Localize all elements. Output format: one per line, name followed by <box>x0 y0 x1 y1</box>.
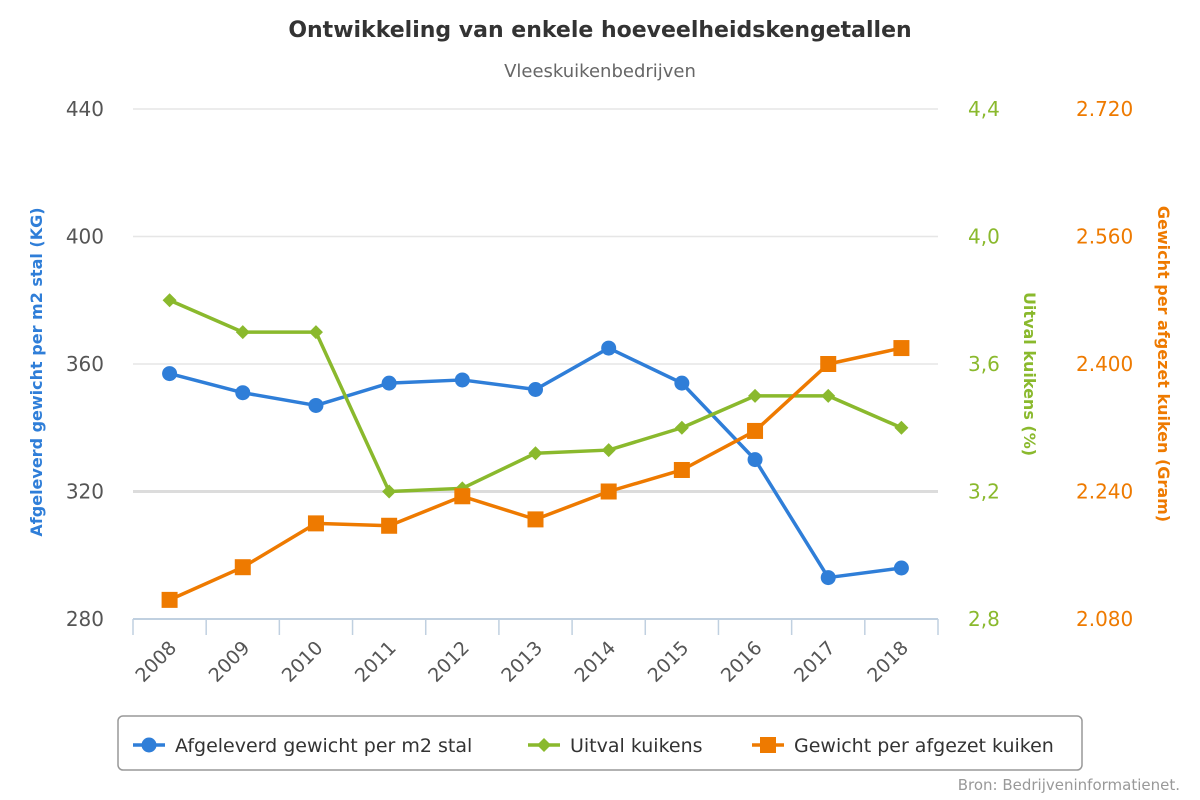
legend-label: Afgeleverd gewicht per m2 stal <box>175 735 472 757</box>
legend-swatch-marker <box>760 737 776 753</box>
series-uitval-kuikens <box>162 293 909 499</box>
legend-swatch-marker <box>141 737 157 753</box>
uitval-axis-tick: 4,0 <box>968 225 1000 249</box>
uitval-axis-title: Uitval kuikens (%) <box>1020 292 1039 456</box>
left-axis-tick: 440 <box>66 97 104 121</box>
x-axis-tick-label: 2016 <box>717 637 767 687</box>
data-point-uitval-kuikens <box>235 325 250 340</box>
data-point-gewicht-per-kuiken <box>454 488 471 505</box>
x-axis-tick-label: 2009 <box>205 637 255 687</box>
gewicht-kuiken-axis-tick: 2.560 <box>1076 225 1133 249</box>
data-point-gewicht-per-kuiken <box>673 461 690 478</box>
x-axis-tick-label: 2015 <box>644 637 694 687</box>
legend-label: Uitval kuikens <box>570 735 703 757</box>
credit-text: Bron: Bedrijveninformatienet. <box>958 776 1180 794</box>
legend-item-uitval-kuikens[interactable]: Uitval kuikens <box>528 735 703 757</box>
data-point-uitval-kuikens <box>821 388 836 403</box>
x-axis-tick-label: 2008 <box>131 637 181 687</box>
data-point-gewicht-per-kuiken <box>747 422 764 439</box>
series-gewicht-per-kuiken <box>161 340 910 608</box>
data-point-gewicht-per-kuiken <box>893 340 910 357</box>
left-axis-tick: 360 <box>66 352 104 376</box>
gewicht-kuiken-axis-title: Gewicht per afgezet kuiken (Gram) <box>1154 206 1173 522</box>
data-point-gewicht-per-kuiken <box>527 511 544 528</box>
data-point-afgeleverd-gewicht <box>893 560 909 576</box>
data-point-uitval-kuikens <box>528 446 543 461</box>
data-point-afgeleverd-gewicht <box>528 382 543 397</box>
left-axis-title: Afgeleverd gewicht per m2 stal (KG) <box>27 207 46 536</box>
data-point-uitval-kuikens <box>308 325 323 340</box>
data-point-afgeleverd-gewicht <box>308 397 324 413</box>
gewicht-kuiken-axis-tick: 2.720 <box>1076 97 1133 121</box>
data-point-gewicht-per-kuiken <box>820 356 837 372</box>
gewicht-kuiken-axis-tick: 2.400 <box>1076 352 1133 376</box>
series-plot-area <box>161 293 910 608</box>
data-point-uitval-kuikens <box>748 388 763 403</box>
x-axis-tick-label: 2011 <box>351 637 401 687</box>
uitval-axis-tick: 2,8 <box>968 607 1000 631</box>
legend-item-gewicht-per-kuiken[interactable]: Gewicht per afgezet kuiken <box>752 735 1054 757</box>
data-point-afgeleverd-gewicht <box>601 340 617 356</box>
data-point-gewicht-per-kuiken <box>600 483 617 500</box>
gewicht-kuiken-axis-tick: 2.240 <box>1076 480 1133 504</box>
axes: 280 320 360 400 440 2,8 3,2 3,6 4,0 4,4 2.080 2.240… <box>66 97 1133 687</box>
data-point-afgeleverd-gewicht <box>381 375 397 391</box>
uitval-axis-tick: 3,6 <box>968 352 1000 376</box>
data-point-gewicht-per-kuiken <box>307 515 324 532</box>
data-point-uitval-kuikens <box>382 484 397 499</box>
x-axis-tick-label: 2010 <box>278 637 328 687</box>
legend: Afgeleverd gewicht per m2 stal Uitval kui… <box>117 715 1083 771</box>
data-point-uitval-kuikens <box>601 443 616 458</box>
data-point-afgeleverd-gewicht <box>454 372 470 388</box>
gridlines <box>133 108 938 493</box>
data-point-uitval-kuikens <box>162 293 177 308</box>
data-point-afgeleverd-gewicht <box>162 366 178 382</box>
legend-box <box>117 715 1083 771</box>
data-point-afgeleverd-gewicht <box>747 452 763 468</box>
left-axis-tick: 320 <box>66 480 104 504</box>
data-point-uitval-kuikens <box>894 420 909 435</box>
data-point-gewicht-per-kuiken <box>161 591 178 608</box>
x-axis-tick-label: 2014 <box>570 637 620 687</box>
chart-subtitle: Vleeskuikenbedrijven <box>504 61 696 82</box>
left-axis-tick: 280 <box>66 607 104 631</box>
left-axis-tick: 400 <box>66 225 104 249</box>
x-axis-tick-label: 2017 <box>790 637 840 687</box>
legend-label: Gewicht per afgezet kuiken <box>794 735 1054 757</box>
legend-swatch-marker <box>537 738 551 752</box>
x-axis-tick-label: 2013 <box>497 637 547 687</box>
data-point-afgeleverd-gewicht <box>674 375 690 391</box>
data-point-uitval-kuikens <box>674 420 689 435</box>
uitval-axis-tick: 3,2 <box>968 480 1000 504</box>
data-point-gewicht-per-kuiken <box>381 517 398 534</box>
gewicht-kuiken-axis-tick: 2.080 <box>1076 607 1133 631</box>
data-point-afgeleverd-gewicht <box>820 570 836 586</box>
x-axis-tick-label: 2018 <box>863 637 913 687</box>
series-afgeleverd-gewicht <box>162 340 909 586</box>
x-axis-tick-label: 2012 <box>424 637 474 687</box>
uitval-axis-tick: 4,4 <box>968 97 1000 121</box>
chart-title: Ontwikkeling van enkele hoeveelheidskeng… <box>288 18 911 43</box>
data-point-afgeleverd-gewicht <box>235 385 251 401</box>
legend-item-afgeleverd-gewicht[interactable]: Afgeleverd gewicht per m2 stal <box>133 735 472 757</box>
data-point-gewicht-per-kuiken <box>234 559 251 576</box>
